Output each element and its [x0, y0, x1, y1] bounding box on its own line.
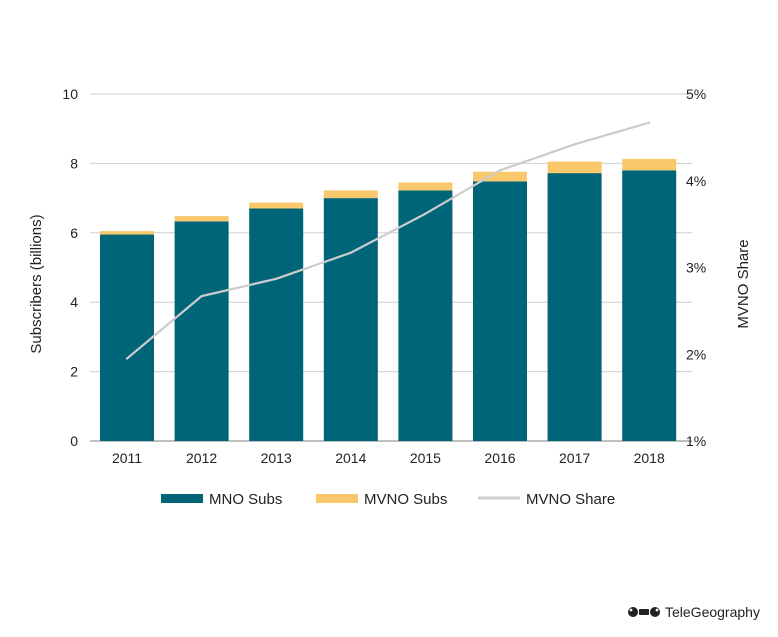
line-mvno-share [126, 121, 650, 360]
bar-mno-subs [249, 208, 304, 441]
brand-name: TeleGeography [665, 604, 760, 620]
x-tick-label: 2017 [559, 450, 590, 466]
x-tick-label: 2011 [112, 450, 142, 466]
bar-series [100, 158, 677, 441]
legend-swatch-mno [161, 494, 203, 503]
bar-mvno-subs [473, 171, 527, 182]
bar-mvno-subs [323, 190, 378, 199]
right-tick-label: 4% [686, 173, 706, 189]
bar-mvno-subs [622, 158, 677, 171]
left-tick-label: 10 [62, 86, 78, 102]
line-point [648, 121, 651, 124]
bar-mvno-subs [547, 161, 602, 174]
telegeography-branding: TeleGeography [628, 604, 760, 620]
x-tick-label: 2012 [186, 450, 217, 466]
left-tick-label: 4 [70, 294, 78, 310]
bar-mno-subs [398, 190, 453, 441]
bar-mvno-subs [249, 202, 304, 209]
bar-mno-subs [174, 221, 229, 441]
right-tick-label: 1% [686, 433, 706, 449]
bar-mvno-subs [398, 182, 453, 191]
x-axis-ticks: 2011 2012 2013 2014 2015 2016 2017 2018 [112, 450, 665, 466]
telegeography-logo-icon [628, 607, 660, 617]
right-axis-title: MVNO Share [735, 239, 752, 328]
left-tick-label: 0 [70, 433, 78, 449]
legend-label-mno: MNO Subs [209, 491, 282, 508]
bar-mno-subs [473, 181, 527, 441]
line-point [275, 277, 278, 280]
legend-label-share: MVNO Share [526, 491, 615, 508]
bar-mvno-subs [174, 216, 229, 222]
right-axis-ticks: 1% 2% 3% 4% 5% [686, 86, 706, 449]
left-axis-title: Subscribers (billions) [28, 214, 45, 353]
line-point [200, 295, 203, 298]
line-point [573, 143, 576, 146]
left-axis-ticks: 0 2 4 6 8 10 [62, 86, 78, 449]
line-point [424, 212, 427, 215]
bar-mvno-subs [100, 231, 154, 235]
x-tick-label: 2013 [261, 450, 292, 466]
x-tick-label: 2018 [634, 450, 665, 466]
bar-mno-subs [622, 170, 677, 441]
left-tick-label: 8 [70, 155, 78, 171]
line-point [498, 169, 502, 172]
right-tick-label: 5% [686, 86, 706, 102]
x-tick-label: 2014 [335, 450, 366, 466]
bar-mno-subs [323, 198, 378, 441]
legend-label-mvno: MVNO Subs [364, 491, 447, 508]
left-tick-label: 6 [70, 225, 78, 241]
left-tick-label: 2 [70, 364, 78, 380]
right-tick-label: 2% [686, 346, 706, 362]
x-tick-label: 2016 [484, 450, 515, 466]
legend: MNO Subs MVNO Subs MVNO Share [161, 491, 615, 508]
right-tick-label: 3% [686, 260, 706, 276]
line-series [125, 121, 651, 360]
bar-mno-subs [100, 234, 154, 441]
line-point [349, 251, 352, 254]
line-point [125, 357, 129, 360]
x-tick-label: 2015 [410, 450, 441, 466]
bar-mno-subs [547, 173, 602, 441]
legend-swatch-mvno [316, 494, 358, 503]
